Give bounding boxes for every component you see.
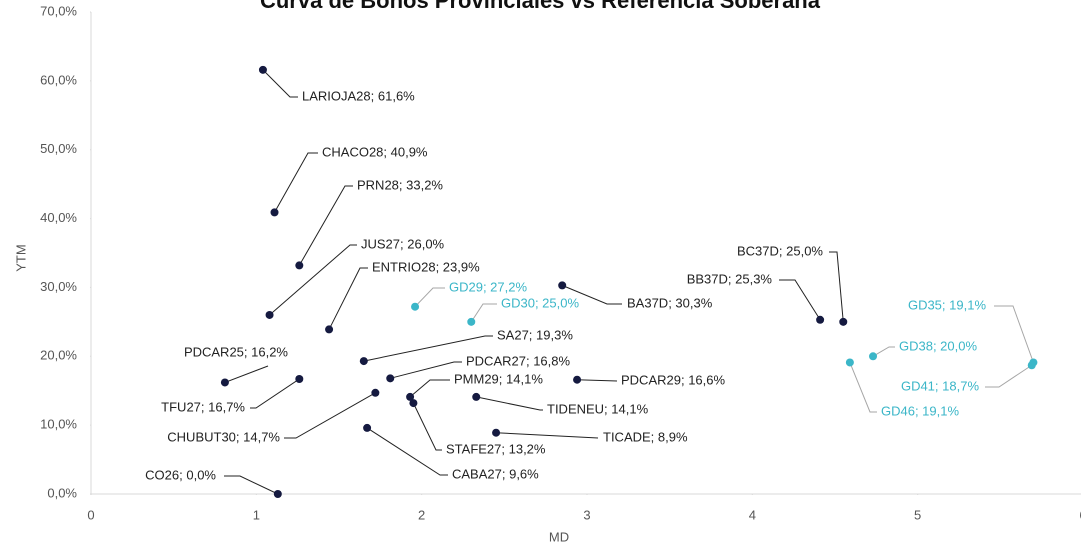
leader-line: [779, 279, 821, 321]
point: [492, 428, 501, 437]
point: [325, 325, 334, 334]
leader-line: [414, 287, 445, 308]
x-tick-label: 0: [87, 507, 94, 522]
leader-line: [829, 251, 844, 322]
point: [258, 65, 267, 74]
leader-line: [274, 152, 318, 213]
data-label: CHACO28; 40,9%: [322, 144, 428, 159]
data-label: PDCAR29; 16,6%: [621, 372, 725, 387]
leader-line: [284, 392, 376, 439]
leader-line: [390, 361, 462, 379]
data-label: BC37D; 25,0%: [737, 243, 823, 258]
data-label: LARIOJA28; 61,6%: [302, 88, 415, 103]
y-tick-label: 10,0%: [40, 417, 77, 432]
data-label: JUS27; 26,0%: [361, 236, 445, 251]
point: [386, 374, 395, 383]
chart-title: Curva de Bonos Provinciales vs Referenci…: [260, 0, 821, 13]
leader-line: [470, 303, 497, 323]
point: [295, 375, 304, 384]
data-label: GD30; 25,0%: [501, 295, 579, 310]
leader-line: [298, 185, 353, 266]
data-label: GD35; 19,1%: [908, 297, 986, 312]
point: [816, 315, 825, 324]
data-label: PMM29; 14,1%: [454, 371, 543, 386]
y-tick-label: 0,0%: [47, 485, 77, 500]
y-tick-label: 60,0%: [40, 72, 77, 87]
data-label: BB37D; 25,3%: [687, 271, 773, 286]
y-tick-label: 30,0%: [40, 279, 77, 294]
x-tick-label: 6: [1079, 507, 1081, 522]
leader-line: [872, 346, 895, 357]
data-label: STAFE27; 13,2%: [446, 441, 546, 456]
point: [359, 357, 368, 366]
point: [409, 399, 418, 408]
leader-line: [328, 267, 368, 330]
data-label: GD41; 18,7%: [901, 378, 979, 393]
point: [869, 352, 878, 361]
y-tick-label: 70,0%: [40, 3, 77, 18]
point: [558, 281, 567, 290]
x-tick-label: 4: [749, 507, 756, 522]
point: [406, 392, 415, 401]
point: [270, 208, 279, 217]
leader-line: [476, 396, 543, 411]
point: [295, 261, 304, 270]
y-tick-label: 40,0%: [40, 210, 77, 225]
data-label: BA37D; 30,3%: [627, 295, 713, 310]
point: [1027, 361, 1036, 370]
leader-line: [224, 475, 279, 495]
data-label: PDCAR25; 16,2%: [184, 344, 288, 359]
data-label: TIDENEU; 14,1%: [547, 401, 649, 416]
point: [265, 310, 274, 319]
point: [411, 302, 420, 311]
leader-line: [366, 427, 448, 476]
data-label: CABA27; 9,6%: [452, 466, 539, 481]
data-label: GD29; 27,2%: [449, 279, 527, 294]
leader-line: [562, 284, 622, 305]
leader-line: [412, 402, 442, 451]
leader-line: [577, 379, 618, 382]
data-label: PRN28; 33,2%: [357, 177, 443, 192]
leader-line: [250, 378, 300, 409]
y-tick-label: 50,0%: [40, 141, 77, 156]
leader-line: [985, 364, 1033, 388]
data-label: PDCAR27; 16,8%: [466, 353, 570, 368]
point: [220, 378, 229, 387]
data-label: GD38; 20,0%: [899, 338, 977, 353]
x-tick-label: 2: [418, 507, 425, 522]
x-tick-label: 3: [583, 507, 590, 522]
data-label: SA27; 19,3%: [497, 327, 573, 342]
x-tick-label: 1: [253, 507, 260, 522]
leader-line: [496, 432, 599, 439]
point: [839, 317, 848, 326]
x-tick-label: 5: [914, 507, 921, 522]
data-label: TICADE; 8,9%: [603, 429, 688, 444]
leader-line: [849, 362, 877, 413]
leader-line: [224, 365, 269, 383]
data-label: GD46; 19,1%: [881, 403, 959, 418]
point: [845, 358, 854, 367]
data-label: ENTRIO28; 23,9%: [372, 259, 480, 274]
point: [467, 317, 476, 326]
point: [363, 423, 372, 432]
point: [573, 375, 582, 384]
point: [371, 388, 380, 397]
data-label: CO26; 0,0%: [145, 467, 216, 482]
leader-line: [409, 379, 450, 398]
leader-line: [994, 305, 1034, 363]
leader-line: [262, 69, 298, 98]
x-axis-title: MD: [549, 529, 569, 544]
data-label: CHUBUT30; 14,7%: [167, 429, 280, 444]
point: [273, 490, 282, 498]
data-label: TFU27; 16,7%: [161, 399, 245, 414]
point: [472, 392, 481, 401]
leader-line: [363, 335, 493, 362]
leader-line: [269, 244, 357, 316]
y-tick-label: 20,0%: [40, 348, 77, 363]
y-axis-title: YTM: [13, 244, 28, 271]
